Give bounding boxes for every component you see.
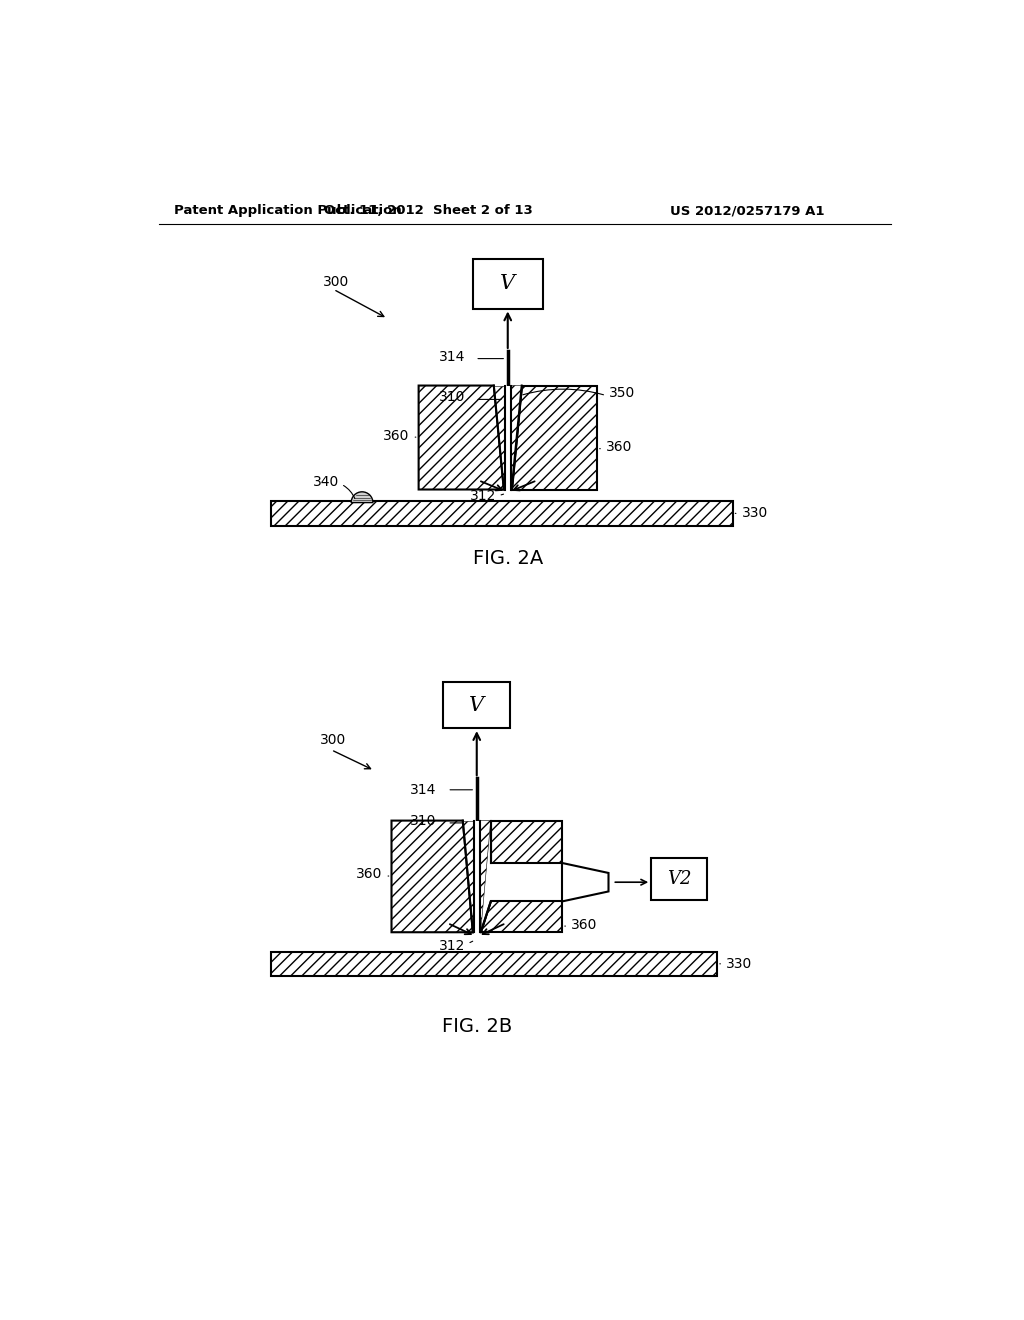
Polygon shape: [490, 821, 562, 863]
Text: 360: 360: [571, 917, 598, 932]
Polygon shape: [512, 385, 597, 490]
Text: 310: 310: [438, 391, 465, 404]
Text: 340: 340: [312, 475, 339, 488]
Text: V2: V2: [667, 870, 691, 888]
Text: 360: 360: [383, 429, 410, 442]
Text: 300: 300: [321, 733, 346, 747]
Polygon shape: [562, 863, 608, 902]
Bar: [271, 952, 717, 977]
Polygon shape: [480, 902, 562, 932]
Text: V: V: [469, 696, 484, 714]
Polygon shape: [391, 821, 473, 932]
Text: 350: 350: [608, 387, 635, 400]
Bar: [443, 682, 510, 729]
Polygon shape: [511, 385, 521, 490]
Bar: [505, 385, 511, 490]
Text: 314: 314: [410, 783, 436, 797]
Text: FIG. 2B: FIG. 2B: [441, 1016, 512, 1036]
Text: 300: 300: [324, 275, 349, 289]
Text: US 2012/0257179 A1: US 2012/0257179 A1: [671, 205, 825, 218]
Text: 314: 314: [438, 350, 465, 364]
Polygon shape: [463, 821, 474, 932]
Text: V: V: [500, 275, 515, 293]
Polygon shape: [419, 385, 504, 490]
Text: 310: 310: [410, 813, 436, 828]
Text: 330: 330: [741, 507, 768, 520]
Text: 360: 360: [355, 867, 382, 882]
Bar: [473, 259, 543, 309]
Bar: [651, 858, 707, 900]
Text: 312: 312: [470, 488, 496, 503]
Text: 330: 330: [726, 957, 753, 970]
Bar: [271, 502, 732, 525]
Polygon shape: [480, 821, 490, 932]
Bar: [271, 502, 732, 525]
Text: Oct. 11, 2012  Sheet 2 of 13: Oct. 11, 2012 Sheet 2 of 13: [325, 205, 534, 218]
Bar: [474, 821, 480, 932]
Bar: [271, 952, 717, 977]
Wedge shape: [351, 492, 373, 503]
Text: 312: 312: [438, 939, 465, 953]
Text: FIG. 2A: FIG. 2A: [473, 549, 543, 569]
Text: Patent Application Publication: Patent Application Publication: [174, 205, 402, 218]
Text: 360: 360: [606, 440, 633, 454]
Polygon shape: [494, 385, 505, 490]
